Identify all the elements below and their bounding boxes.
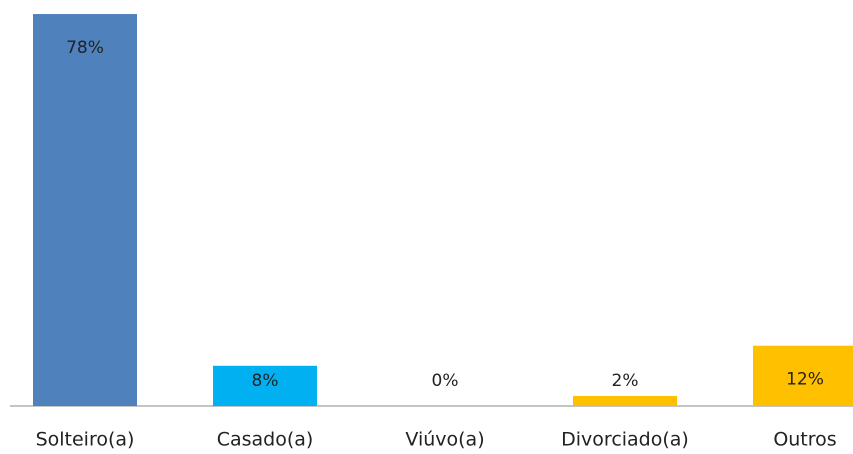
value-label: 2% [612,371,639,391]
x-tick-label: Divorciado(a) [561,429,689,451]
x-tick-label: Casado(a) [217,429,314,451]
bar [573,395,677,406]
bar [753,345,853,406]
bar [213,365,317,406]
value-label: 12% [786,370,824,390]
x-tick-label: Solteiro(a) [36,429,135,451]
value-label: 78% [66,38,104,58]
value-label: 8% [252,371,279,391]
bar [33,14,137,407]
x-tick-label: Viúvo(a) [405,429,484,451]
value-label: 0% [432,371,459,391]
x-tick-label: Outros [773,429,836,451]
